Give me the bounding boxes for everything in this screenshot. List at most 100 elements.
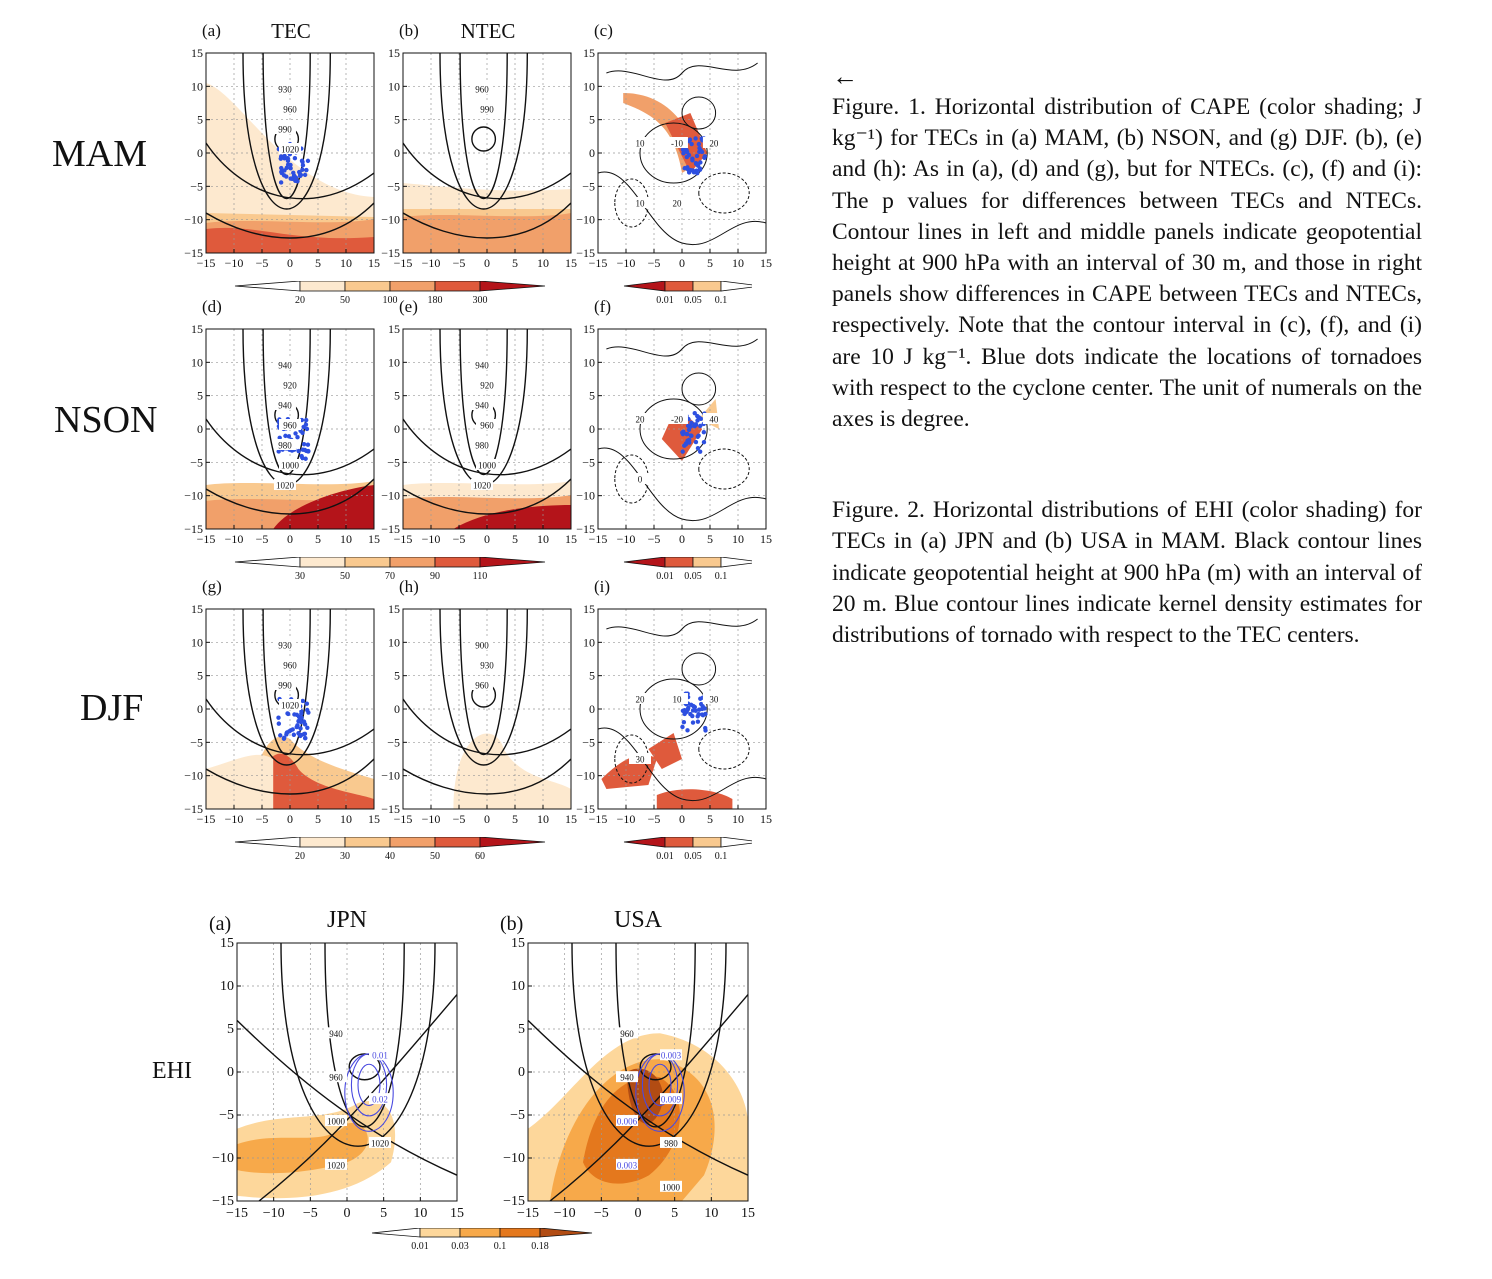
panel-title: USA (613, 907, 662, 933)
y-tick-label: −5 (582, 179, 595, 193)
contour-line (206, 142, 374, 200)
x-tick-label: 10 (732, 256, 744, 270)
y-tick-label: 5 (197, 669, 203, 683)
tornado-dot (293, 431, 298, 436)
x-tick-label: −10 (617, 812, 636, 826)
shade-region (403, 183, 571, 209)
y-tick-label: 0 (394, 146, 400, 160)
back-arrow-icon[interactable]: ← (832, 62, 858, 91)
tornado-dot (680, 724, 685, 730)
x-tick-label: 10 (340, 256, 352, 270)
x-tick-label: −10 (422, 532, 441, 546)
tornado-dot (285, 156, 291, 161)
x-tick-label: 0 (287, 532, 293, 546)
x-tick-label: 15 (565, 532, 577, 546)
contour-label: 0.003 (661, 1051, 682, 1061)
y-tick-label: −5 (387, 179, 400, 193)
y-tick-label: −5 (582, 735, 595, 749)
contour-label-bg (470, 439, 493, 450)
tornado-dot (682, 166, 687, 171)
colorbar-segment (299, 557, 346, 568)
tornado-dot (283, 433, 288, 439)
colorbar-segment (720, 837, 752, 848)
contour-label-bg (325, 1027, 347, 1039)
contour-label-bg (470, 479, 493, 490)
contour-label: 20 (636, 415, 646, 425)
season-label-mam: MAM (52, 133, 148, 175)
contour-label-bg (665, 137, 688, 148)
contour-line (206, 418, 374, 476)
contour-label: 10 (636, 199, 646, 209)
y-tick-label: 15 (583, 47, 595, 60)
contour-label-bg (616, 1115, 638, 1127)
tornado-dot (285, 162, 291, 167)
season-label-nson: NSON (54, 399, 158, 441)
contour-label: 980 (278, 441, 292, 451)
panel-letter: (e) (399, 297, 418, 316)
contour-line (262, 329, 311, 475)
season-label-djf: DJF (80, 687, 144, 729)
figure-2-panel-a: 940 0.01 960 0.02 1000 1020 1020 15 −15 10 −10 5 −5 0… (212, 937, 464, 1221)
tornado-dot (696, 433, 701, 438)
pvalue-tick-label: 0.1 (715, 295, 728, 306)
tornado-dot (695, 719, 701, 724)
contour-label: 1020 (371, 1138, 390, 1148)
contour-label: 930 (278, 641, 292, 651)
tornado-dot (688, 711, 693, 717)
tornado-dot (297, 718, 302, 723)
y-tick-label: −10 (184, 769, 203, 783)
tornado-dot (278, 733, 283, 738)
tornado-dot (680, 449, 685, 454)
x-tick-label: 15 (450, 1206, 464, 1221)
tornado-dot (693, 422, 699, 428)
pvalue-tick-label: 0.05 (684, 295, 702, 306)
colorbar-cape: 30 50 70 90 110 (234, 557, 546, 582)
x-tick-label: −5 (453, 812, 466, 826)
tornado-dot (690, 156, 695, 161)
x-tick-label: 5 (315, 532, 321, 546)
colorbar-tick-label: 0.18 (531, 1241, 549, 1252)
x-tick-label: −10 (225, 532, 244, 546)
colorbar-ehi: 0.01 0.03 0.1 0.18 (371, 1228, 593, 1252)
tornado-dot (683, 442, 689, 447)
tornado-dot (285, 711, 291, 717)
contour-label-bg (325, 1158, 347, 1170)
y-tick-label: 0 (589, 702, 595, 716)
contour-label-bg (665, 693, 688, 704)
contour-line (639, 122, 708, 184)
colorbar-segment (720, 557, 752, 568)
figure-2-caption: Figure. 2. Horizontal distributions of E… (832, 497, 1422, 649)
x-tick-label: −15 (197, 532, 216, 546)
tornado-dot (698, 423, 703, 429)
pvalue-tick-label: 0.01 (656, 571, 674, 582)
y-tick-label: −5 (190, 455, 203, 469)
y-tick-label: 0 (394, 422, 400, 436)
tornado-dot (694, 153, 700, 159)
contour-line (635, 1053, 685, 1132)
y-tick-label: −10 (576, 213, 595, 227)
x-tick-label: 10 (340, 532, 352, 546)
tornado-dot (685, 423, 691, 429)
contour-label-bg (470, 639, 493, 650)
contour-label-bg (629, 137, 651, 148)
x-tick-label: −5 (648, 812, 661, 826)
contour-line (681, 96, 717, 130)
contour-label: 990 (480, 105, 494, 115)
contour-label: 900 (475, 641, 489, 651)
x-tick-label: −15 (589, 532, 608, 546)
colorbar-segment (692, 281, 722, 292)
tornado-dot (699, 149, 705, 155)
contour-line (403, 478, 571, 515)
contour-label: 940 (278, 361, 292, 371)
tornado-dot (292, 712, 297, 717)
colorbar-segment (434, 837, 481, 848)
contour-line (648, 1063, 672, 1107)
x-tick-label: 15 (368, 812, 380, 826)
tornado-dot (686, 427, 692, 433)
tornado-dot (702, 154, 708, 159)
y-tick-label: −15 (184, 246, 203, 260)
colorbar-tick-label: 50 (340, 571, 350, 582)
tornado-dot (298, 172, 304, 178)
contour-label-bg (369, 1136, 391, 1148)
colorbar-segment (419, 1228, 461, 1238)
